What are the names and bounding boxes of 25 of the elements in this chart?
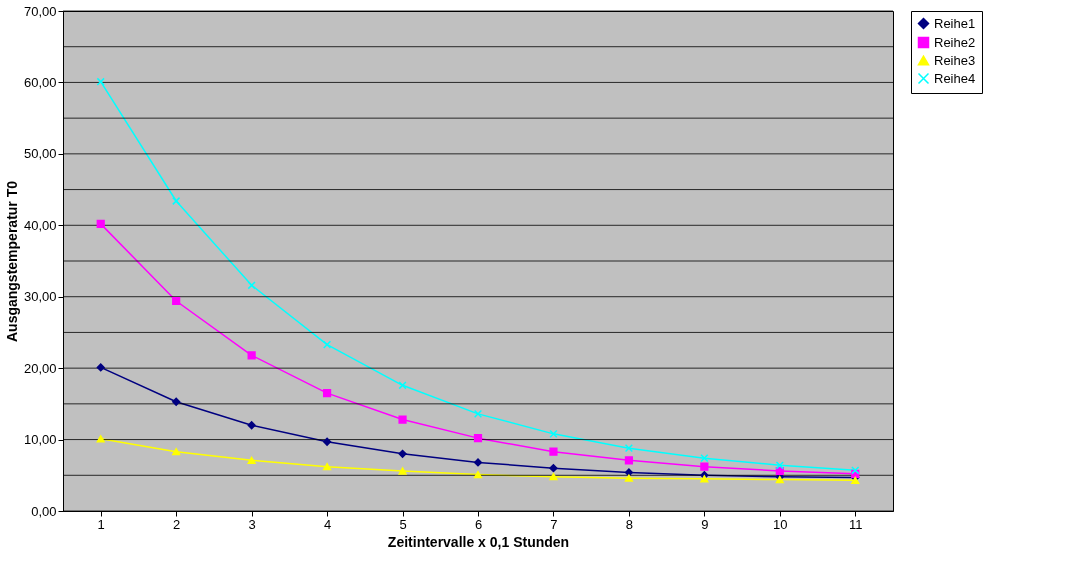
x-tick-label: 1 — [97, 516, 105, 532]
x-tick-label: 3 — [248, 516, 256, 532]
x-tick-label: 4 — [323, 516, 332, 532]
x-tick-label: 7 — [550, 516, 558, 532]
y-tick-label: 10,00 — [23, 432, 57, 448]
y-tick-label: 50,00 — [23, 146, 57, 162]
x-tick-label: 11 — [849, 516, 863, 532]
x-tick-label: 8 — [625, 516, 634, 532]
x-axis-title: Zeitintervalle x 0,1 Stunden — [387, 533, 570, 550]
x-tick-label: 6 — [474, 516, 483, 532]
y-tick-label: 40,00 — [23, 217, 57, 233]
y-tick-label: 20,00 — [23, 360, 57, 376]
x-tick-label: 10 — [773, 516, 788, 532]
x-tick-label: 9 — [701, 516, 709, 532]
x-tick-label: 2 — [173, 516, 181, 532]
legend-label: Reihe1 — [934, 15, 976, 31]
y-tick-label: 0,00 — [31, 503, 57, 519]
y-tick-label: 70,00 — [23, 3, 57, 19]
legend-label: Reihe2 — [934, 34, 976, 50]
legend-label: Reihe4 — [934, 70, 976, 86]
y-tick-label: 30,00 — [23, 289, 57, 305]
legend-label: Reihe3 — [934, 52, 976, 68]
x-tick-label: 5 — [399, 516, 407, 532]
y-tick-label: 60,00 — [23, 74, 57, 90]
y-axis-title: Ausgangstemperatur T0 — [3, 180, 20, 343]
